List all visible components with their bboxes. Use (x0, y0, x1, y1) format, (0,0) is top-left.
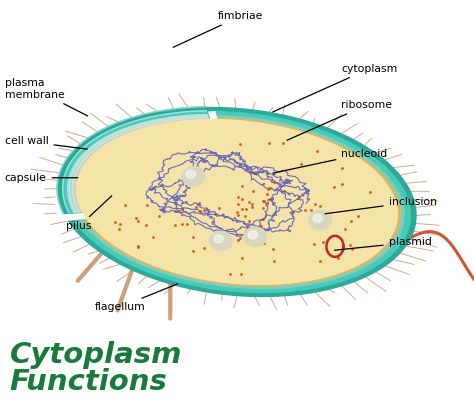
Text: inclusion: inclusion (325, 197, 437, 214)
Polygon shape (58, 107, 416, 297)
Text: pilus: pilus (66, 196, 112, 231)
Circle shape (244, 227, 266, 246)
Text: plasma
membrane: plasma membrane (5, 78, 88, 116)
Text: cell wall: cell wall (5, 137, 87, 149)
Polygon shape (77, 120, 397, 284)
Circle shape (214, 235, 223, 243)
Polygon shape (63, 111, 237, 213)
Circle shape (182, 167, 205, 186)
Polygon shape (64, 112, 410, 292)
Polygon shape (70, 116, 404, 288)
Polygon shape (73, 117, 237, 212)
Text: capsule: capsule (5, 173, 78, 183)
Circle shape (186, 170, 196, 179)
Text: nucleoid: nucleoid (273, 149, 388, 173)
Text: ribosome: ribosome (287, 100, 392, 140)
Circle shape (210, 231, 232, 250)
Polygon shape (77, 120, 397, 284)
Circle shape (248, 231, 257, 239)
Text: plasmid: plasmid (335, 238, 431, 250)
Circle shape (313, 214, 322, 222)
Polygon shape (77, 120, 237, 211)
Circle shape (309, 210, 331, 230)
Polygon shape (67, 114, 237, 212)
Text: fimbriae: fimbriae (173, 11, 264, 47)
Text: cytoplasm: cytoplasm (273, 64, 398, 112)
Polygon shape (69, 115, 237, 212)
Polygon shape (56, 112, 237, 221)
Text: Cytoplasm
Functions: Cytoplasm Functions (9, 341, 182, 396)
Text: flagellum: flagellum (95, 284, 178, 312)
Polygon shape (83, 120, 396, 284)
Polygon shape (57, 107, 237, 214)
Polygon shape (73, 118, 401, 286)
